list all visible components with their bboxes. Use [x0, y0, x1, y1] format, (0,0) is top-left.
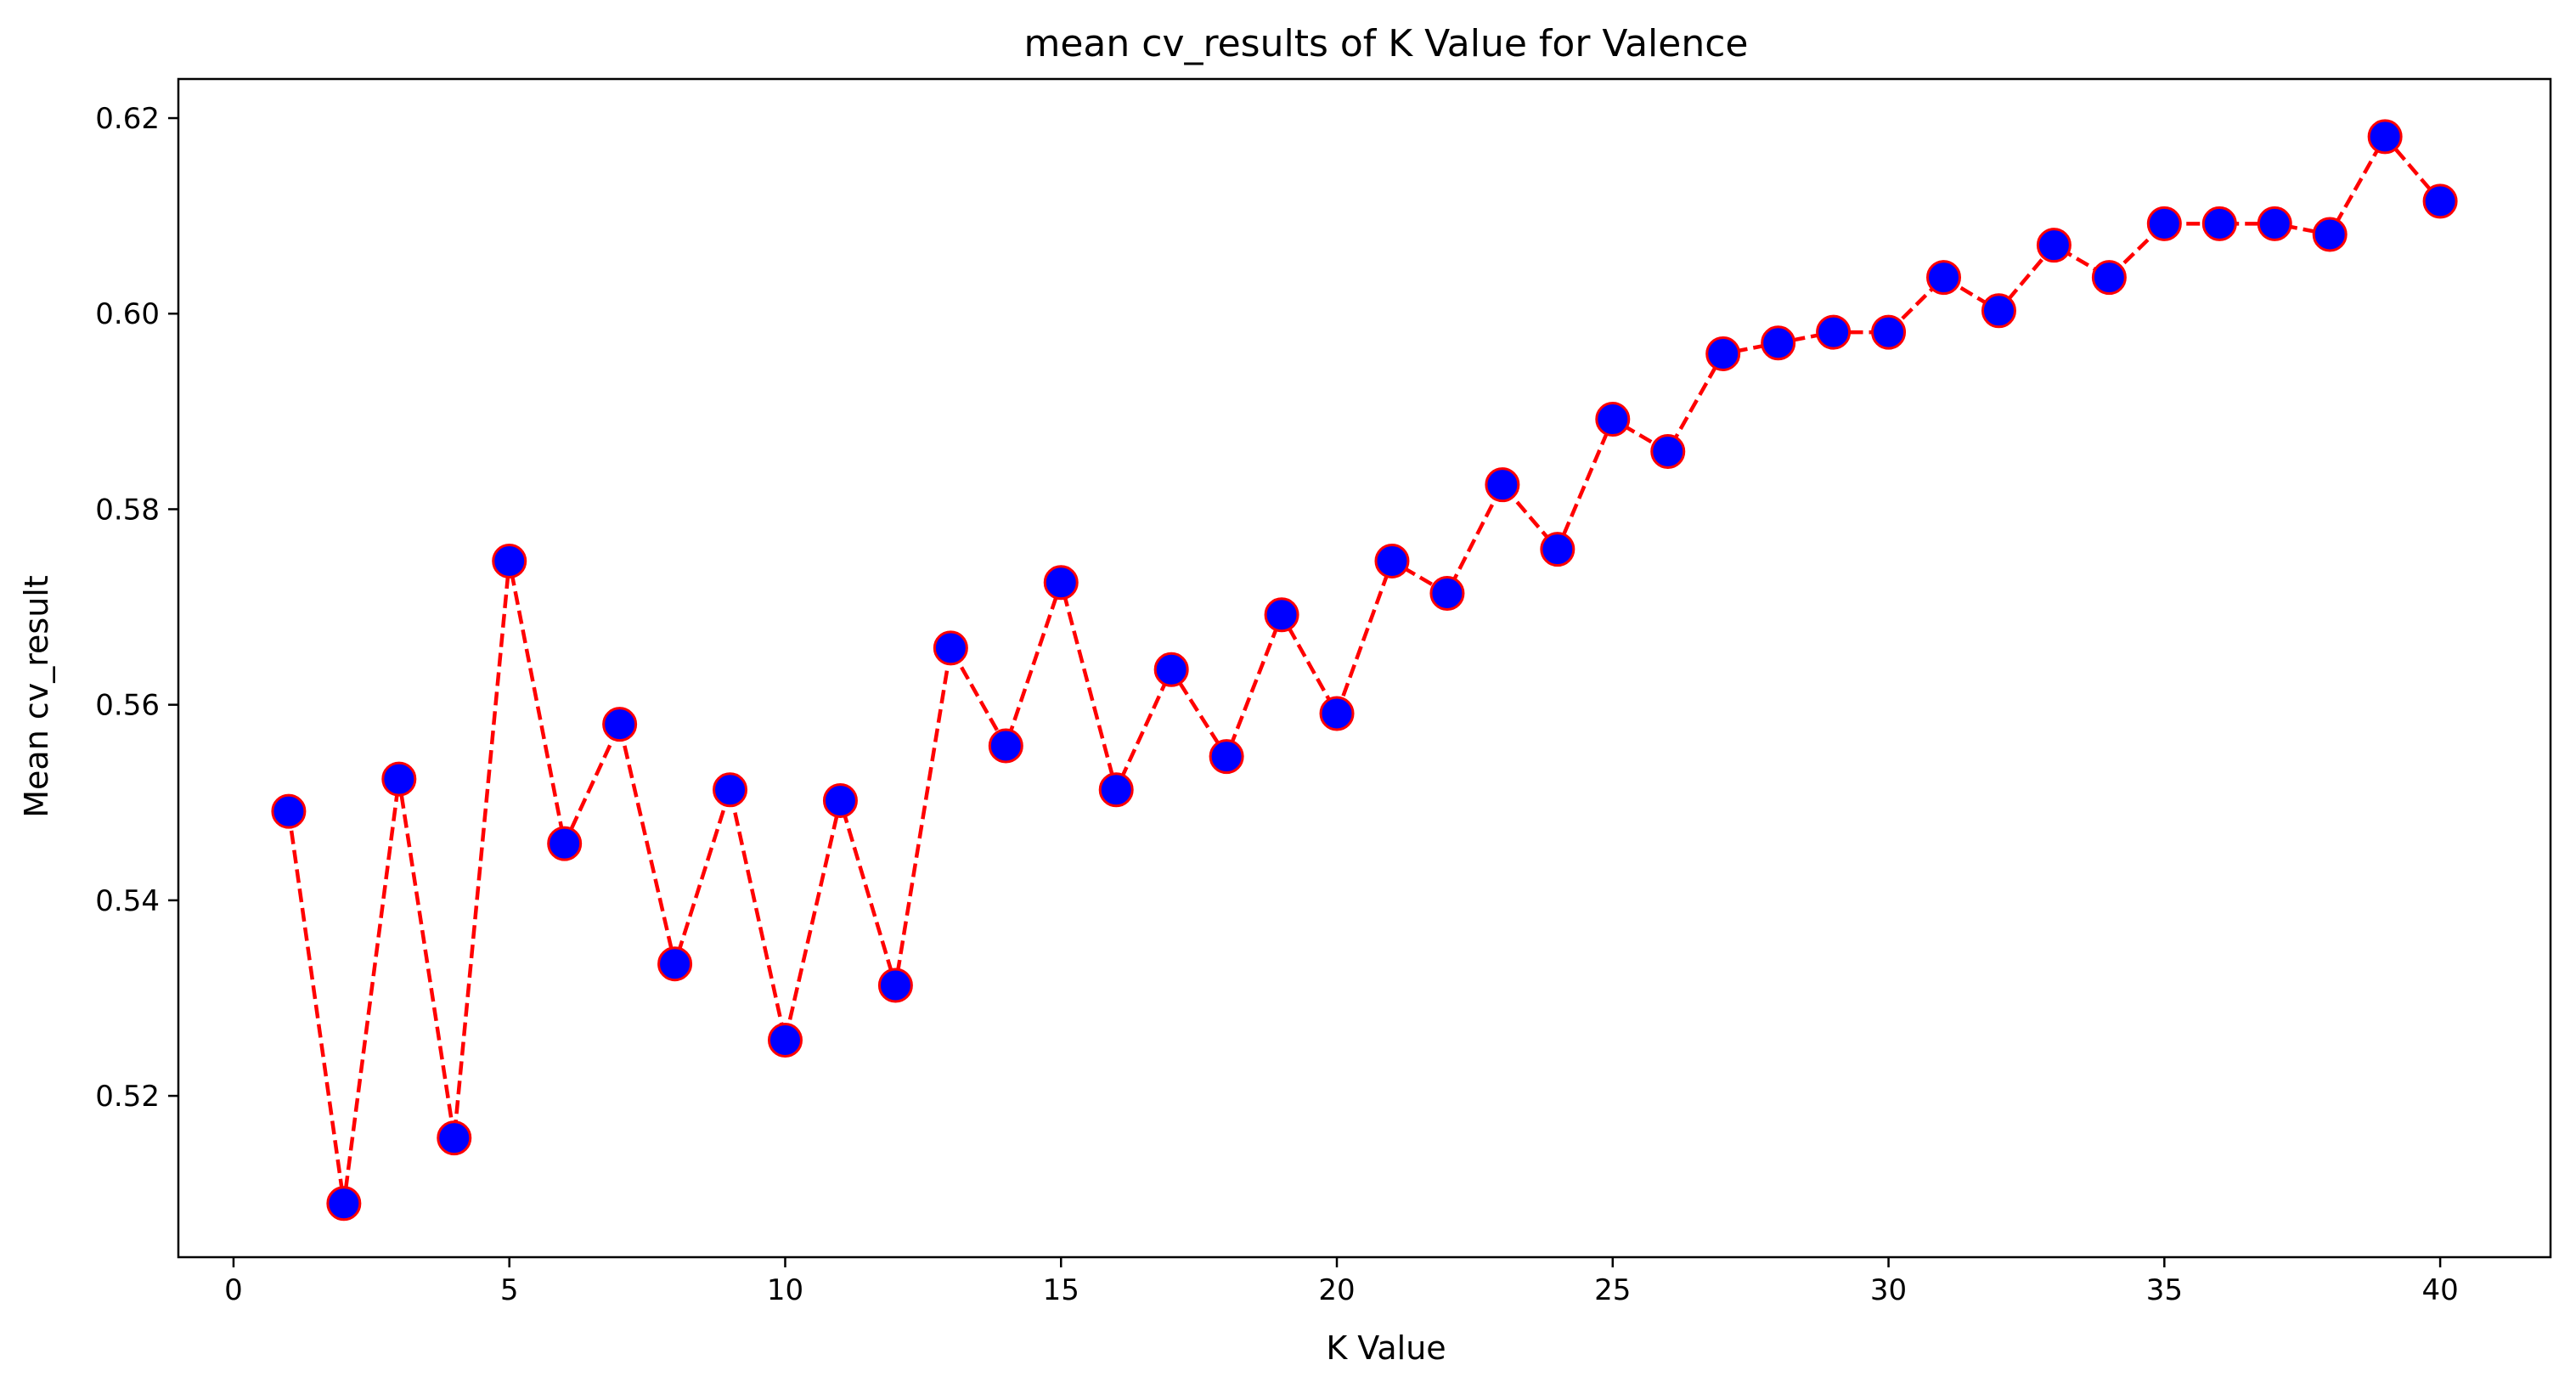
data-point	[1319, 696, 1355, 731]
data-point	[1043, 565, 1079, 601]
data-point	[492, 543, 527, 578]
data-point	[1429, 575, 1465, 611]
data-point	[1209, 739, 1244, 775]
data-point	[2312, 217, 2348, 252]
data-point	[1926, 260, 1962, 296]
y-tick-label: 0.62	[95, 102, 160, 136]
data-point	[877, 968, 913, 1003]
data-point	[1650, 434, 1686, 470]
series-line	[286, 133, 2442, 1205]
data-point	[822, 782, 858, 818]
data-point	[2367, 119, 2403, 155]
x-tick-label: 40	[2421, 1273, 2458, 1307]
x-axis-ticks: 0 5 10 15 20 25 30 35 40	[224, 1257, 2459, 1307]
plot-area	[271, 119, 2458, 1222]
data-point	[1153, 652, 1189, 687]
x-tick-label: 30	[1870, 1273, 1907, 1307]
y-axis-ticks: 0.52 0.54 0.56 0.58 0.60 0.62	[95, 102, 178, 1114]
data-point	[437, 1120, 472, 1156]
data-point	[271, 793, 307, 829]
data-point	[713, 772, 748, 808]
x-tick-label: 20	[1318, 1273, 1355, 1307]
data-point	[2257, 206, 2292, 241]
data-point	[988, 728, 1023, 764]
data-point	[1264, 597, 1299, 633]
data-point	[1705, 336, 1741, 371]
data-point	[2201, 206, 2237, 241]
data-point	[2091, 260, 2127, 296]
y-tick-label: 0.58	[95, 493, 160, 527]
x-tick-label: 15	[1043, 1273, 1079, 1307]
data-point	[326, 1186, 362, 1222]
y-tick-label: 0.54	[95, 884, 160, 918]
data-point	[381, 761, 417, 797]
y-tick-label: 0.52	[95, 1080, 160, 1114]
data-point	[2146, 206, 2182, 241]
data-point	[1595, 402, 1631, 437]
x-tick-label: 5	[500, 1273, 519, 1307]
data-point	[1981, 293, 2016, 329]
plot-frame	[177, 77, 2552, 1259]
x-tick-label: 35	[2146, 1273, 2183, 1307]
data-point	[1374, 543, 1410, 578]
y-axis-label: Mean cv_result	[18, 575, 55, 818]
data-point	[1871, 314, 1907, 350]
data-point	[602, 707, 638, 742]
data-point	[1485, 467, 1520, 503]
data-point	[1540, 532, 1575, 567]
chart-title: mean cv_results of K Value for Valence	[1023, 22, 1748, 65]
data-point	[933, 630, 968, 666]
x-tick-label: 25	[1594, 1273, 1631, 1307]
data-point	[1761, 325, 1796, 361]
data-point	[767, 1022, 803, 1058]
data-point	[547, 826, 583, 861]
x-axis-label: K Value	[1326, 1329, 1446, 1367]
data-point	[657, 946, 693, 982]
data-point	[2036, 228, 2072, 263]
data-point	[2422, 183, 2458, 219]
data-point	[1816, 314, 1852, 350]
data-point	[1098, 772, 1134, 808]
y-tick-label: 0.56	[95, 689, 160, 723]
y-tick-label: 0.60	[95, 297, 160, 331]
x-tick-label: 10	[767, 1273, 803, 1307]
x-tick-label: 0	[224, 1273, 243, 1307]
